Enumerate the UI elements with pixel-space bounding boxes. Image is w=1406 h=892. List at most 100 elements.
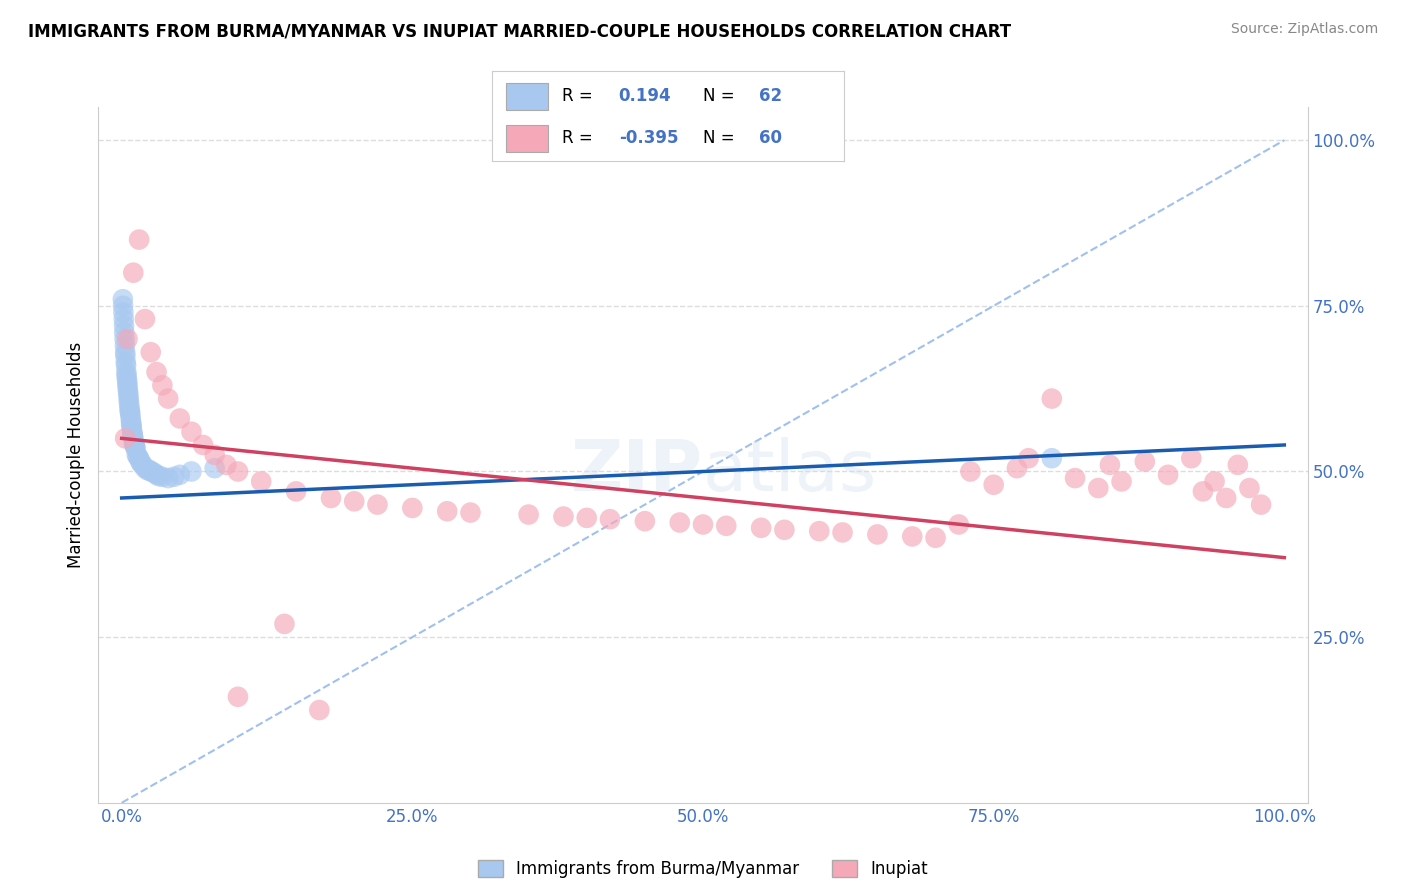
Point: [118, 405, 141, 419]
Point: [163, 470, 186, 484]
Point: [575, 511, 598, 525]
Point: [136, 463, 159, 477]
Point: [134, 312, 156, 326]
Point: [131, 458, 153, 472]
Point: [983, 477, 1005, 491]
Point: [124, 442, 146, 456]
Point: [117, 388, 139, 402]
Point: [436, 504, 458, 518]
Point: [112, 326, 135, 340]
Point: [118, 401, 141, 416]
Point: [1226, 458, 1249, 472]
Point: [517, 508, 540, 522]
Point: [117, 378, 139, 392]
Point: [122, 431, 145, 445]
Point: [1239, 481, 1261, 495]
Point: [773, 523, 796, 537]
Point: [129, 454, 152, 468]
Point: [128, 451, 150, 466]
Point: [124, 438, 146, 452]
Point: [120, 415, 142, 429]
Point: [115, 372, 138, 386]
Point: [273, 616, 295, 631]
Point: [250, 475, 273, 489]
Point: [204, 448, 226, 462]
Point: [343, 494, 366, 508]
Point: [215, 458, 238, 472]
Text: 62: 62: [759, 87, 782, 105]
Point: [112, 318, 135, 333]
Text: -0.395: -0.395: [619, 129, 678, 147]
Point: [115, 368, 138, 383]
Point: [1204, 475, 1226, 489]
Point: [112, 305, 135, 319]
Y-axis label: Married-couple Households: Married-couple Households: [66, 342, 84, 568]
Point: [122, 430, 145, 444]
Text: atlas: atlas: [703, 437, 877, 506]
Point: [145, 467, 167, 482]
Point: [460, 506, 482, 520]
Text: IMMIGRANTS FROM BURMA/MYANMAR VS INUPIAT MARRIED-COUPLE HOUSEHOLDS CORRELATION C: IMMIGRANTS FROM BURMA/MYANMAR VS INUPIAT…: [28, 22, 1011, 40]
Point: [145, 365, 167, 379]
Text: R =: R =: [562, 129, 599, 147]
Point: [111, 292, 134, 306]
Point: [138, 462, 160, 476]
Point: [901, 529, 924, 543]
Point: [117, 382, 139, 396]
Point: [959, 465, 981, 479]
Point: [131, 457, 153, 471]
Point: [180, 425, 202, 439]
Text: R =: R =: [562, 87, 599, 105]
Text: 0.194: 0.194: [619, 87, 671, 105]
Point: [308, 703, 330, 717]
Point: [749, 521, 772, 535]
Point: [1064, 471, 1087, 485]
Point: [1180, 451, 1202, 466]
Point: [122, 266, 145, 280]
Point: [117, 332, 139, 346]
Point: [668, 516, 690, 530]
Point: [180, 465, 202, 479]
Point: [117, 384, 139, 399]
Point: [599, 512, 621, 526]
Point: [118, 398, 141, 412]
Point: [143, 466, 166, 480]
Point: [553, 509, 575, 524]
Point: [401, 500, 423, 515]
Point: [204, 461, 226, 475]
Point: [139, 345, 162, 359]
Point: [1018, 451, 1040, 466]
Point: [1111, 475, 1133, 489]
Point: [139, 465, 162, 479]
Point: [157, 471, 180, 485]
Point: [112, 299, 135, 313]
Point: [1250, 498, 1272, 512]
Point: [114, 338, 136, 352]
Point: [366, 498, 388, 512]
Point: [114, 332, 136, 346]
Point: [319, 491, 342, 505]
Point: [924, 531, 946, 545]
Point: [114, 355, 136, 369]
Point: [1040, 451, 1063, 466]
Point: [169, 467, 191, 482]
Point: [114, 349, 136, 363]
Text: 60: 60: [759, 129, 782, 147]
Point: [139, 464, 162, 478]
Point: [1215, 491, 1237, 505]
Point: [634, 514, 657, 528]
Point: [948, 517, 970, 532]
FancyBboxPatch shape: [506, 125, 548, 152]
Point: [124, 439, 146, 453]
Point: [1133, 454, 1156, 468]
Point: [121, 421, 143, 435]
Point: [120, 408, 142, 422]
Text: N =: N =: [703, 129, 740, 147]
Point: [121, 428, 143, 442]
Point: [148, 469, 170, 483]
Point: [191, 438, 214, 452]
Point: [226, 465, 249, 479]
Point: [114, 345, 136, 359]
Point: [1098, 458, 1121, 472]
Point: [120, 411, 142, 425]
